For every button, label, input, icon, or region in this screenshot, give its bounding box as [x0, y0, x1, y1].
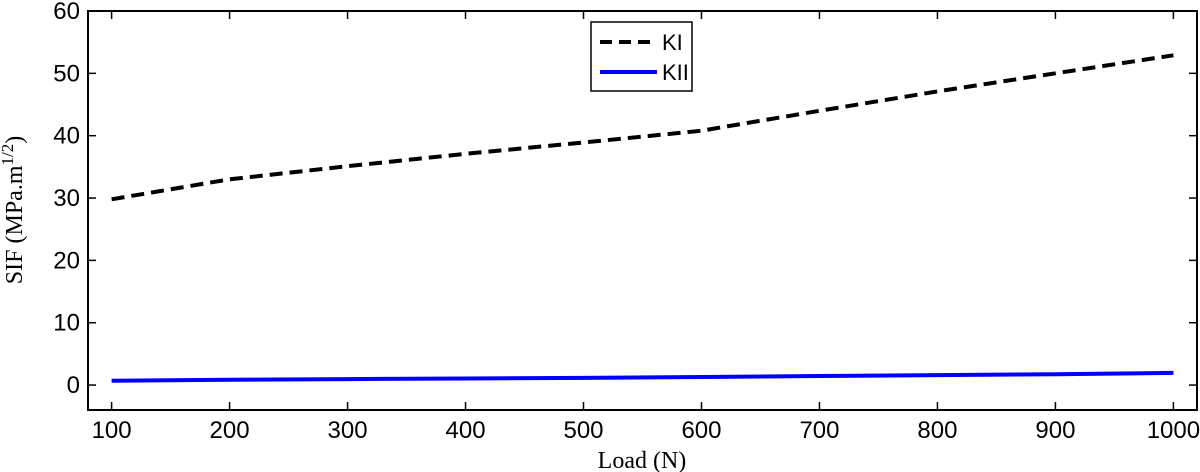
legend-label-ki: KI: [662, 30, 683, 55]
x-tick-label: 200: [210, 417, 250, 444]
series-line-kii: [111, 370, 1174, 383]
y-axis-title: SIF (MPa.m1/2): [0, 136, 28, 284]
series-line-ki: [111, 53, 1174, 202]
x-tick-label: 1000: [1147, 417, 1200, 444]
y-axis-title-superscript: 1/2: [0, 144, 17, 166]
y-axis: 0 10 20 30 40 50 60: [53, 0, 1197, 399]
legend: KI KII: [590, 21, 693, 92]
legend-label-kii: KII: [662, 60, 689, 85]
x-tick-label: 600: [681, 417, 721, 444]
x-tick-label: 900: [1035, 417, 1075, 444]
legend-box: [590, 21, 693, 92]
x-axis: 100 200 300 400 500 600 700 800 900 1000: [92, 11, 1200, 444]
x-tick-label: 500: [563, 417, 603, 444]
y-axis-title-main: SIF (MPa.m: [2, 165, 28, 284]
series-layer: [111, 53, 1174, 383]
x-axis-title: Load (N): [598, 448, 687, 472]
y-tick-label: 10: [53, 310, 80, 337]
y-axis-title-close: ): [2, 136, 28, 144]
y-tick-label: 20: [53, 247, 80, 274]
y-tick-label: 40: [53, 123, 80, 150]
x-tick-label: 400: [446, 417, 486, 444]
x-tick-label: 100: [92, 417, 132, 444]
y-tick-label: 50: [53, 60, 80, 87]
y-tick-label: 60: [53, 0, 80, 25]
x-tick-label: 800: [917, 417, 957, 444]
x-tick-label: 700: [799, 417, 839, 444]
y-tick-label: 0: [67, 372, 80, 399]
y-tick-label: 30: [53, 185, 80, 212]
x-tick-label: 300: [328, 417, 368, 444]
